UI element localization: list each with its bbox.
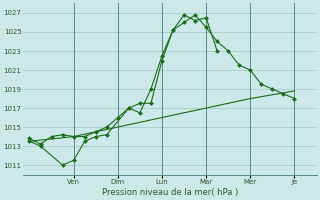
X-axis label: Pression niveau de la mer( hPa ): Pression niveau de la mer( hPa ) <box>101 188 238 197</box>
